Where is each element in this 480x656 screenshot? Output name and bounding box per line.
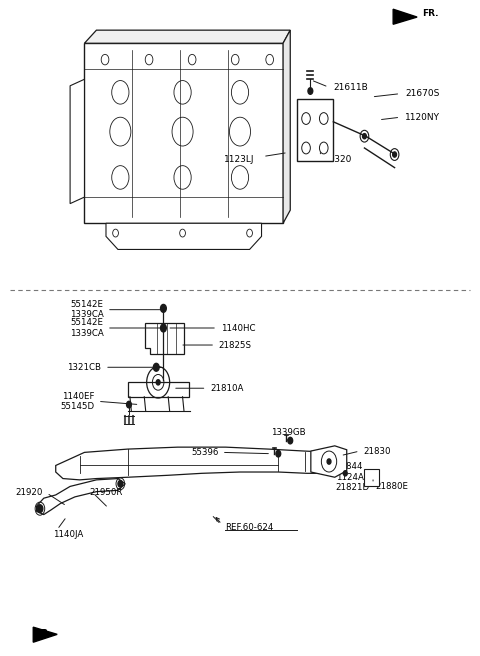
Polygon shape [84, 30, 290, 43]
Text: 21880E: 21880E [375, 482, 408, 491]
Circle shape [154, 363, 159, 371]
Polygon shape [311, 446, 347, 478]
Text: 1339GB: 1339GB [271, 428, 306, 438]
Circle shape [37, 504, 43, 512]
Text: 55396: 55396 [191, 448, 218, 457]
Text: 1120NY: 1120NY [405, 113, 440, 122]
Text: 1123LJ: 1123LJ [224, 155, 254, 163]
Text: 21825S: 21825S [218, 340, 252, 350]
Circle shape [362, 134, 366, 139]
Text: 55142E
1339CA: 55142E 1339CA [70, 300, 104, 319]
Text: FR.: FR. [35, 628, 52, 638]
Polygon shape [393, 9, 417, 24]
Polygon shape [145, 323, 183, 354]
Text: 1140JA: 1140JA [53, 529, 84, 539]
Polygon shape [128, 382, 189, 397]
Text: 21830: 21830 [363, 447, 391, 455]
Circle shape [156, 380, 160, 385]
Text: 21920: 21920 [15, 489, 43, 497]
Text: 22320: 22320 [324, 155, 352, 163]
Circle shape [393, 152, 396, 157]
Circle shape [288, 438, 293, 444]
Polygon shape [56, 447, 345, 480]
Text: 1321CB: 1321CB [67, 363, 101, 372]
Text: 21670S: 21670S [405, 89, 440, 98]
Text: 55142E
1339CA: 55142E 1339CA [70, 318, 104, 338]
Polygon shape [70, 79, 84, 203]
Text: FR.: FR. [422, 9, 438, 18]
Text: 1140EF
55145D: 1140EF 55145D [60, 392, 94, 411]
Polygon shape [298, 99, 333, 161]
Circle shape [308, 88, 313, 94]
Polygon shape [106, 223, 262, 249]
Circle shape [327, 459, 331, 464]
Text: REF.60-624: REF.60-624 [225, 523, 273, 532]
Circle shape [276, 451, 281, 457]
Circle shape [160, 324, 166, 332]
Text: 21950R: 21950R [89, 489, 122, 497]
Polygon shape [84, 43, 283, 223]
Polygon shape [364, 469, 379, 486]
Circle shape [127, 401, 132, 408]
Text: 21844
1124AA
21821D: 21844 1124AA 21821D [336, 462, 370, 492]
Circle shape [343, 471, 347, 476]
Circle shape [160, 304, 166, 312]
Polygon shape [283, 30, 290, 223]
Text: 21810A: 21810A [210, 384, 244, 393]
Text: 1140HC: 1140HC [221, 323, 255, 333]
Polygon shape [36, 479, 125, 514]
Circle shape [118, 481, 123, 487]
Polygon shape [33, 627, 57, 642]
Text: 21611B: 21611B [333, 83, 368, 92]
